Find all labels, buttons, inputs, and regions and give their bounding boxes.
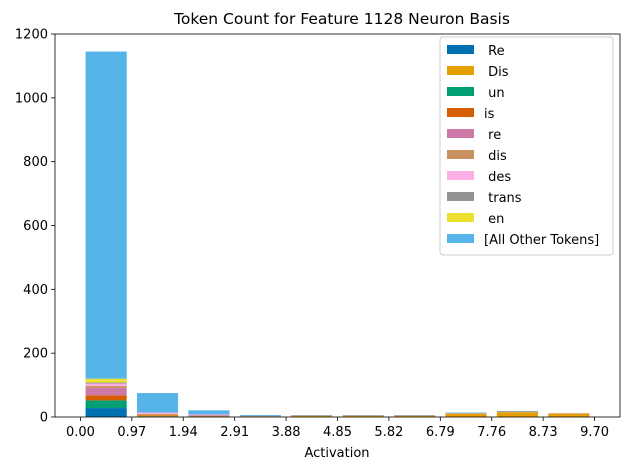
bar-segment-5-5 (342, 415, 384, 417)
legend-swatch (447, 129, 474, 138)
legend-swatch (447, 150, 474, 159)
bar-segment-0-0 (85, 408, 127, 417)
bar-segment-0-2 (85, 400, 127, 409)
chart-title: Token Count for Feature 1128 Neuron Basi… (173, 10, 510, 28)
axes-layer: 0.00 0.97 1.94 2.91 3.88 4.85 5.82 6.79 7.76 8.73… (15, 28, 621, 440)
bar-segment-2-9 (188, 410, 230, 415)
bar-segment-1-5 (136, 413, 179, 415)
bar-segment-2-4 (188, 415, 230, 417)
bar-segment-9-5 (548, 413, 590, 414)
bar-segment-9-1 (548, 413, 590, 417)
x-tick-label: 9.70 (580, 425, 609, 440)
legend-swatch (447, 213, 474, 222)
y-tick-label: 0 (40, 411, 48, 426)
legend-label: Dis (484, 65, 509, 80)
bar-segment-8-9 (496, 410, 539, 412)
x-tick-label: 4.85 (323, 425, 352, 440)
x-tick-label: 1.94 (169, 425, 198, 440)
legend-label: re (484, 128, 501, 143)
bar-segment-4-5 (291, 415, 333, 417)
legend-label: en (484, 212, 504, 227)
legend-label: un (484, 86, 505, 101)
bar-segment-7-5 (445, 413, 487, 414)
bar-segment-7-1 (445, 413, 487, 417)
bar-segment-0-8 (85, 378, 127, 383)
bar-segment-6-5 (394, 415, 436, 417)
bar-segment-8-1 (496, 412, 539, 417)
x-tick-label: 8.73 (529, 425, 558, 440)
bar-segment-8-5 (496, 411, 539, 413)
bar-segment-0-9 (85, 51, 127, 379)
legend-swatch (447, 192, 474, 201)
bar-segment-0-7 (85, 382, 127, 384)
bars-layer (85, 51, 590, 417)
x-tick-label: 6.79 (426, 425, 455, 440)
legend-swatch (447, 234, 474, 243)
bar-segment-0-4 (85, 387, 127, 396)
bar-segment-4-1 (291, 416, 333, 417)
bar-segment-3-9 (239, 415, 281, 417)
bar-segment-1-3 (136, 414, 179, 416)
legend-swatch (447, 66, 474, 75)
x-tick-label: 0.97 (117, 425, 146, 440)
bar-segment-0-5 (85, 386, 127, 388)
legend-swatch (447, 87, 474, 96)
y-tick-label: 800 (23, 155, 48, 170)
x-tick-label: 5.82 (374, 425, 403, 440)
legend-label: is (484, 107, 495, 122)
x-tick-label: 0.00 (66, 425, 95, 440)
x-tick-label: 2.91 (220, 425, 249, 440)
x-axis-label: Activation (304, 446, 369, 461)
bar-segment-1-9 (136, 393, 179, 413)
legend: Re Dis un is re dis des trans en [All Othe… (439, 36, 614, 256)
x-tick-label: 7.76 (477, 425, 506, 440)
bar-segment-0-3 (85, 395, 127, 401)
bar-segment-0-6 (85, 383, 127, 387)
y-tick-label: 1000 (15, 91, 48, 106)
bar-segment-1-6 (136, 412, 179, 414)
bar-segment-6-1 (394, 416, 436, 417)
legend-label: dis (484, 149, 507, 164)
y-tick-label: 400 (23, 283, 48, 298)
bar-segment-7-9 (445, 412, 487, 414)
legend-box (439, 36, 614, 256)
bar-segment-2-6 (188, 414, 230, 416)
y-tick-label: 600 (23, 219, 48, 234)
y-tick-label: 1200 (15, 28, 48, 43)
bar-segment-1-1 (136, 415, 179, 417)
x-tick-label: 3.88 (272, 425, 301, 440)
legend-swatch (447, 108, 474, 117)
legend-swatch (447, 45, 474, 54)
legend-label: [All Other Tokens] (484, 233, 599, 248)
legend-swatch (447, 171, 474, 180)
legend-label: des (484, 170, 511, 185)
legend-label: Re (484, 44, 505, 59)
bar-segment-5-1 (342, 416, 384, 417)
legend-label: trans (484, 191, 522, 206)
y-tick-label: 200 (23, 347, 48, 362)
